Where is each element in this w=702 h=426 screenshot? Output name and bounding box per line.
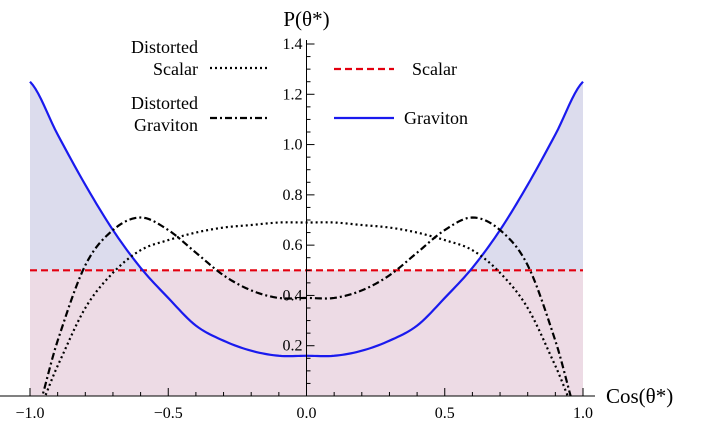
- y-tick-label: 0.6: [283, 237, 303, 254]
- legend-label: Distorted: [131, 93, 198, 113]
- y-axis-label: P(θ*): [283, 7, 329, 31]
- x-tick-label: 0.5: [435, 405, 455, 422]
- legend-label: Distorted: [131, 37, 198, 57]
- y-tick-label: 1.0: [283, 137, 303, 154]
- legend-item-scalar: Scalar: [334, 59, 457, 79]
- x-tick-label: −0.5: [154, 405, 183, 422]
- y-tick-label: 1.4: [283, 36, 303, 53]
- legend-label: Scalar: [153, 59, 198, 79]
- legend-label: Scalar: [412, 59, 457, 79]
- y-tick-label: 0.2: [283, 338, 303, 355]
- shade-graviton-region-0: [30, 81, 141, 271]
- axes-layer: −1.0 −0.5 0.0 0.5 1.0 0.2 0.4 0.6 0.8 1.0 1.2 1.4: [0, 36, 595, 422]
- x-tick-label: 0.0: [297, 405, 317, 422]
- legend: DistortedScalarDistortedGravitonScalarGr…: [131, 37, 468, 135]
- y-tick-label: 0.4: [283, 287, 303, 304]
- shade-graviton-region-1: [472, 81, 583, 271]
- legend-item-graviton: Graviton: [334, 108, 468, 128]
- legend-label: Graviton: [404, 108, 468, 128]
- x-tick-label: −1.0: [15, 405, 44, 422]
- x-axis-label: Cos(θ*): [606, 384, 673, 408]
- y-tick-label: 0.8: [283, 187, 303, 204]
- y-tick-label: 1.2: [283, 86, 303, 103]
- x-tick-label: 1.0: [573, 405, 593, 422]
- legend-label: Graviton: [134, 115, 198, 135]
